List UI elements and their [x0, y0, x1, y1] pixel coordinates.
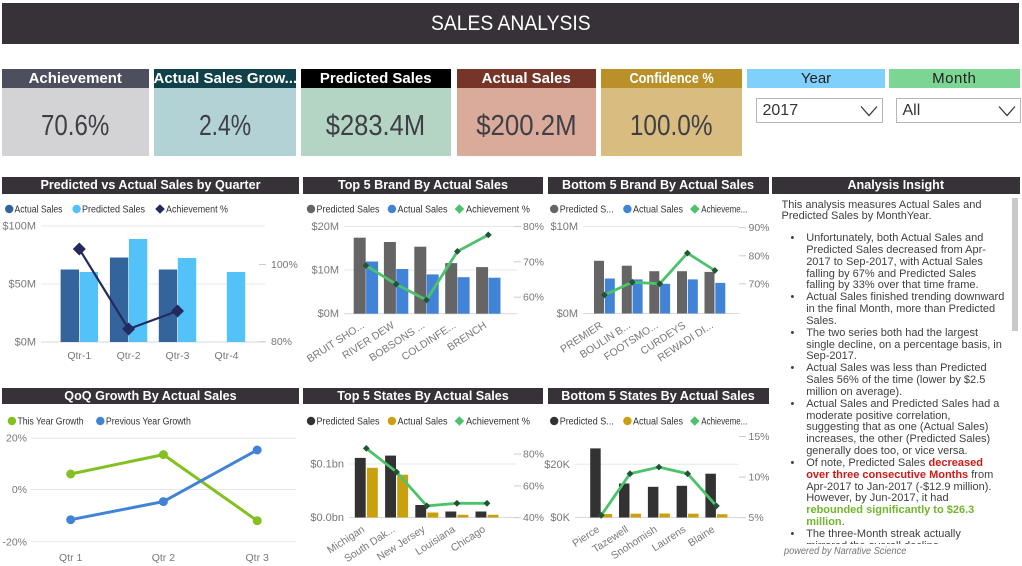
svg-text:0%: 0%: [12, 484, 27, 496]
svg-text:Achievement %: Achievement %: [466, 417, 530, 428]
svg-text:Achieveme...: Achieveme...: [701, 205, 747, 216]
svg-text:Predicted Sales: Predicted Sales: [317, 205, 380, 216]
svg-text:Qtr 1: Qtr 1: [59, 552, 82, 564]
svg-text:10%: 10%: [749, 472, 770, 484]
svg-text:90%: 90%: [749, 222, 770, 234]
svg-text:Actual Sales: Actual Sales: [398, 417, 448, 428]
svg-text:80%: 80%: [749, 250, 770, 262]
svg-text:$0K: $0K: [550, 512, 570, 524]
svg-text:Predicted S...: Predicted S...: [560, 205, 614, 216]
svg-text:Predicted Sales: Predicted Sales: [82, 205, 145, 216]
svg-text:100%: 100%: [271, 259, 298, 271]
svg-text:80%: 80%: [523, 221, 544, 233]
svg-text:Achieveme...: Achieveme...: [701, 417, 747, 428]
svg-text:$0.1bn: $0.1bn: [310, 459, 344, 471]
svg-text:$0M: $0M: [318, 308, 339, 320]
svg-text:60%: 60%: [523, 292, 544, 304]
svg-text:40%: 40%: [523, 512, 544, 524]
svg-text:60%: 60%: [523, 480, 544, 492]
svg-text:Predicted Sales: Predicted Sales: [317, 417, 380, 428]
svg-text:Previous Year Growth: Previous Year Growth: [106, 417, 191, 428]
svg-text:Chicago: Chicago: [449, 523, 488, 554]
svg-text:$10M: $10M: [550, 221, 578, 233]
svg-text:Qtr-4: Qtr-4: [215, 350, 239, 362]
svg-text:80%: 80%: [523, 449, 544, 461]
svg-text:Qtr 3: Qtr 3: [246, 552, 269, 564]
svg-text:-20%: -20%: [2, 536, 27, 548]
svg-text:$0M: $0M: [15, 337, 36, 349]
svg-text:$0M: $0M: [557, 308, 578, 320]
svg-text:Predicted S...: Predicted S...: [560, 417, 614, 428]
svg-text:Qtr-2: Qtr-2: [117, 350, 141, 362]
svg-text:$0.0bn: $0.0bn: [310, 512, 344, 524]
svg-text:Qtr 2: Qtr 2: [152, 552, 175, 564]
svg-text:Qtr-1: Qtr-1: [67, 350, 91, 362]
svg-text:Actual Sales: Actual Sales: [15, 205, 63, 216]
svg-text:80%: 80%: [271, 336, 292, 348]
svg-text:Achievement %: Achievement %: [466, 205, 530, 216]
svg-text:$20M: $20M: [311, 221, 339, 233]
svg-text:Actual Sales: Actual Sales: [633, 417, 683, 428]
svg-text:20%: 20%: [6, 433, 27, 445]
svg-text:Achievement %: Achievement %: [166, 205, 228, 216]
svg-text:$100M: $100M: [2, 221, 36, 233]
svg-text:This Year Growth: This Year Growth: [18, 417, 84, 428]
svg-text:$50M: $50M: [8, 279, 36, 291]
svg-text:70%: 70%: [749, 278, 770, 290]
svg-text:5%: 5%: [749, 512, 764, 524]
svg-text:$10M: $10M: [311, 265, 339, 277]
svg-text:$20K: $20K: [544, 459, 570, 471]
svg-text:70%: 70%: [523, 256, 544, 268]
svg-text:Blaine: Blaine: [686, 523, 717, 549]
svg-text:Actual Sales: Actual Sales: [398, 205, 448, 216]
svg-text:15%: 15%: [749, 431, 770, 443]
svg-text:Qtr-3: Qtr-3: [166, 350, 190, 362]
svg-text:Actual Sales: Actual Sales: [633, 205, 683, 216]
